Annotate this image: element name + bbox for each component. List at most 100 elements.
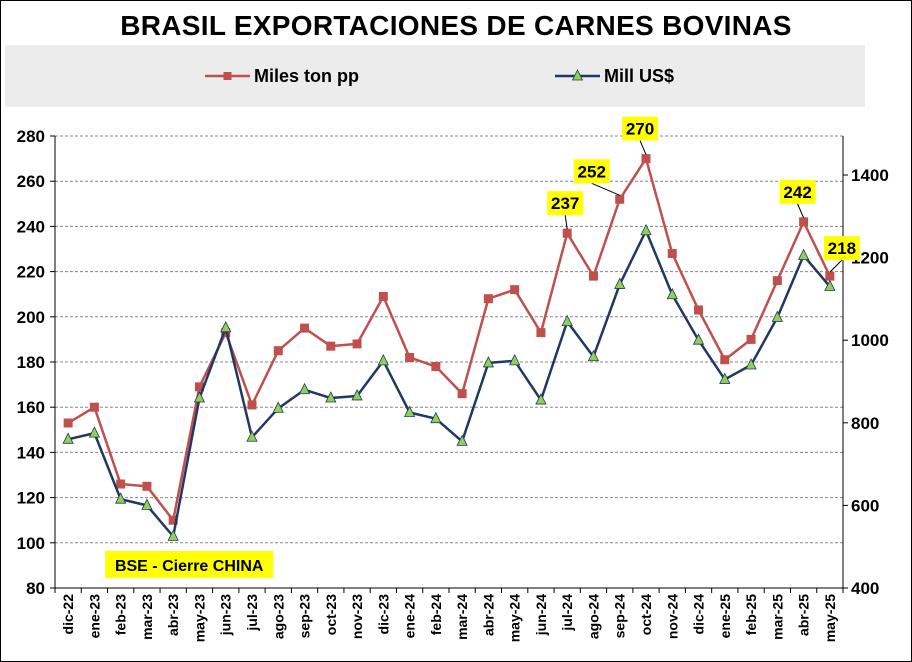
data-point <box>63 418 73 428</box>
x-tick-label: may-24 <box>507 594 523 642</box>
legend: Miles ton pp Mill US$ <box>205 66 674 86</box>
data-point <box>745 358 757 370</box>
data-point <box>825 271 835 281</box>
data-point <box>351 389 363 401</box>
y-left-tick-label: 220 <box>17 263 45 282</box>
data-point <box>431 362 441 372</box>
callout-label: 218 <box>828 239 856 258</box>
x-tick-label: feb-24 <box>428 594 444 635</box>
data-point <box>89 402 99 412</box>
axes <box>50 135 848 593</box>
callout-box <box>547 191 584 216</box>
data-point <box>640 223 652 236</box>
data-point <box>482 356 495 368</box>
y-left-tick-label: 240 <box>17 217 45 236</box>
data-point <box>615 194 625 204</box>
data-point <box>88 426 101 438</box>
data-point <box>587 349 600 362</box>
gridlines <box>55 135 843 544</box>
data-point <box>142 481 152 491</box>
data-point <box>667 249 677 259</box>
data-point <box>326 341 336 351</box>
data-point <box>272 401 284 413</box>
data-point <box>746 334 756 344</box>
y-left-tick-label: 120 <box>17 489 45 508</box>
x-tick-label: jun-24 <box>533 594 549 636</box>
callout-leader <box>829 259 843 273</box>
x-tick-label: ene-23 <box>86 594 102 639</box>
legend-band <box>5 45 865 107</box>
data-point <box>115 492 127 504</box>
x-tick-label: mar-23 <box>139 594 155 640</box>
callout-leader <box>591 182 620 196</box>
callout-label: 242 <box>783 183 811 202</box>
data-point <box>666 287 678 300</box>
data-point <box>456 434 468 446</box>
data-point <box>457 389 467 399</box>
data-point <box>797 248 810 260</box>
x-tick-label: ene-24 <box>402 594 418 639</box>
series-line <box>67 157 831 522</box>
callout-leader <box>797 203 805 219</box>
data-point <box>378 291 388 301</box>
x-tick-label: sep-24 <box>612 594 628 639</box>
data-point <box>719 372 731 384</box>
data-point <box>509 353 521 366</box>
y-right-tick-label: 1000 <box>851 331 889 350</box>
x-tick-label: dic-23 <box>375 594 391 635</box>
x-tick-label: jun-23 <box>218 594 234 636</box>
y-left-tick-label: 80 <box>26 579 45 598</box>
data-point <box>510 285 520 295</box>
x-tick-label: jul-23 <box>244 594 260 632</box>
data-point <box>561 314 573 327</box>
y-left-tick-label: 280 <box>17 127 45 146</box>
x-tick-label: abr-23 <box>165 594 181 636</box>
x-tick-label: nov-24 <box>664 594 680 639</box>
callout-box <box>823 236 860 261</box>
x-tick-label: dic-24 <box>691 594 707 635</box>
data-point <box>536 328 546 338</box>
data-point <box>405 352 415 362</box>
callout-box <box>622 116 658 141</box>
data-point <box>614 277 626 289</box>
data-point <box>403 405 416 417</box>
callout-label: 237 <box>551 194 579 213</box>
legend-label: Mill US$ <box>604 66 674 86</box>
data-point <box>246 430 258 442</box>
data-point <box>325 391 337 403</box>
data-point <box>692 333 705 345</box>
data-point <box>352 339 362 349</box>
data-point <box>562 228 572 238</box>
legend-marker <box>223 72 232 80</box>
legend-marker <box>571 69 584 81</box>
y-right-tick-label: 1200 <box>851 249 889 268</box>
x-tick-label: oct-24 <box>638 594 654 635</box>
data-point <box>377 353 389 366</box>
data-point <box>483 294 493 304</box>
chart-title: BRASIL EXPORTACIONES DE CARNES BOVINAS <box>120 10 792 41</box>
data-point <box>720 355 730 365</box>
data-point <box>535 393 547 405</box>
legend-label: Miles ton pp <box>254 66 359 86</box>
x-tick-label: abr-24 <box>480 594 496 636</box>
callout-leader <box>639 140 647 155</box>
y-left-tick-label: 200 <box>17 308 45 327</box>
x-tick-label: ene-25 <box>717 594 733 639</box>
tick-labels: 80 100 120 140 160 180 200 220 240 260 280 400 600 80… <box>17 127 889 642</box>
callout-label: 252 <box>578 162 606 181</box>
x-tick-label: ago-23 <box>270 594 286 639</box>
data-point <box>772 276 782 286</box>
data-point <box>799 217 809 227</box>
data-point <box>771 310 783 322</box>
callouts: 237 252 270 242 218 <box>547 116 860 273</box>
x-tick-label: jul-24 <box>559 594 575 632</box>
callout-box <box>779 179 816 204</box>
x-tick-label: mar-25 <box>769 594 785 640</box>
data-point <box>62 432 74 444</box>
x-tick-label: may-25 <box>822 594 838 642</box>
y-right-tick-label: 600 <box>851 496 879 515</box>
data-point <box>273 346 283 356</box>
annotation-box <box>105 551 274 578</box>
data-point <box>694 305 704 315</box>
callout-label: 270 <box>626 120 654 139</box>
